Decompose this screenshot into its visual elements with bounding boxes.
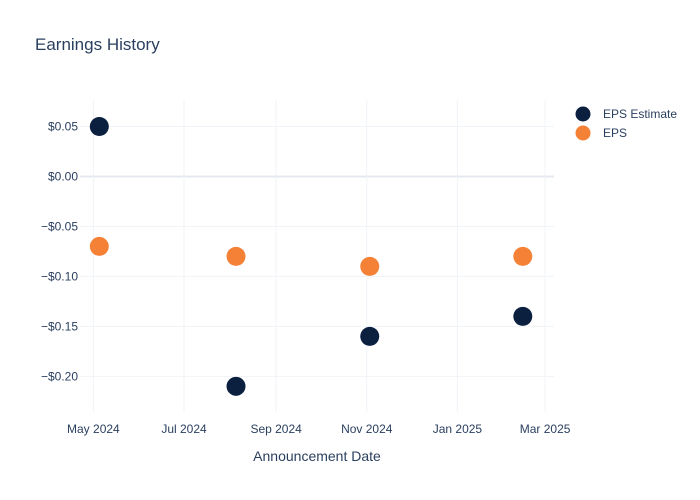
x-axis-title: Announcement Date — [253, 448, 381, 464]
eps-estimate-point[interactable] — [513, 306, 533, 326]
y-tick-label: −$0.15 — [41, 319, 78, 333]
y-tick-label: $0.00 — [48, 169, 78, 183]
y-tick-label: −$0.05 — [41, 219, 78, 233]
tick-layer: $0.05 $0.00 −$0.05 −$0.10 −$0.15 −$0.20 May 20… — [41, 119, 571, 436]
eps-estimate-point[interactable] — [360, 326, 380, 346]
y-tick-label: −$0.10 — [41, 269, 78, 283]
x-tick-label: Nov 2024 — [341, 422, 393, 436]
y-tick-label: −$0.20 — [41, 369, 78, 383]
x-tick-label: Mar 2025 — [520, 422, 571, 436]
eps-point[interactable] — [360, 256, 380, 276]
eps-estimate-point[interactable] — [89, 116, 109, 136]
x-tick-label: May 2024 — [67, 422, 120, 436]
chart-title: Earnings History — [35, 35, 160, 54]
x-tick-label: Sep 2024 — [250, 422, 302, 436]
legend: EPS Estimate EPS — [575, 106, 677, 141]
eps-point[interactable] — [89, 236, 109, 256]
legend-label-eps-estimate: EPS Estimate — [603, 107, 677, 121]
x-tick-label: Jan 2025 — [433, 422, 483, 436]
eps-point[interactable] — [226, 246, 246, 266]
eps-estimate-point[interactable] — [226, 376, 246, 396]
eps-point[interactable] — [513, 246, 533, 266]
x-tick-label: Jul 2024 — [161, 422, 207, 436]
grid-layer — [80, 100, 554, 412]
legend-label-eps: EPS — [603, 126, 627, 140]
legend-marker-eps — [575, 125, 591, 141]
points-layer — [89, 116, 533, 396]
legend-marker-eps-estimate — [575, 106, 591, 122]
y-tick-label: $0.05 — [48, 119, 78, 133]
